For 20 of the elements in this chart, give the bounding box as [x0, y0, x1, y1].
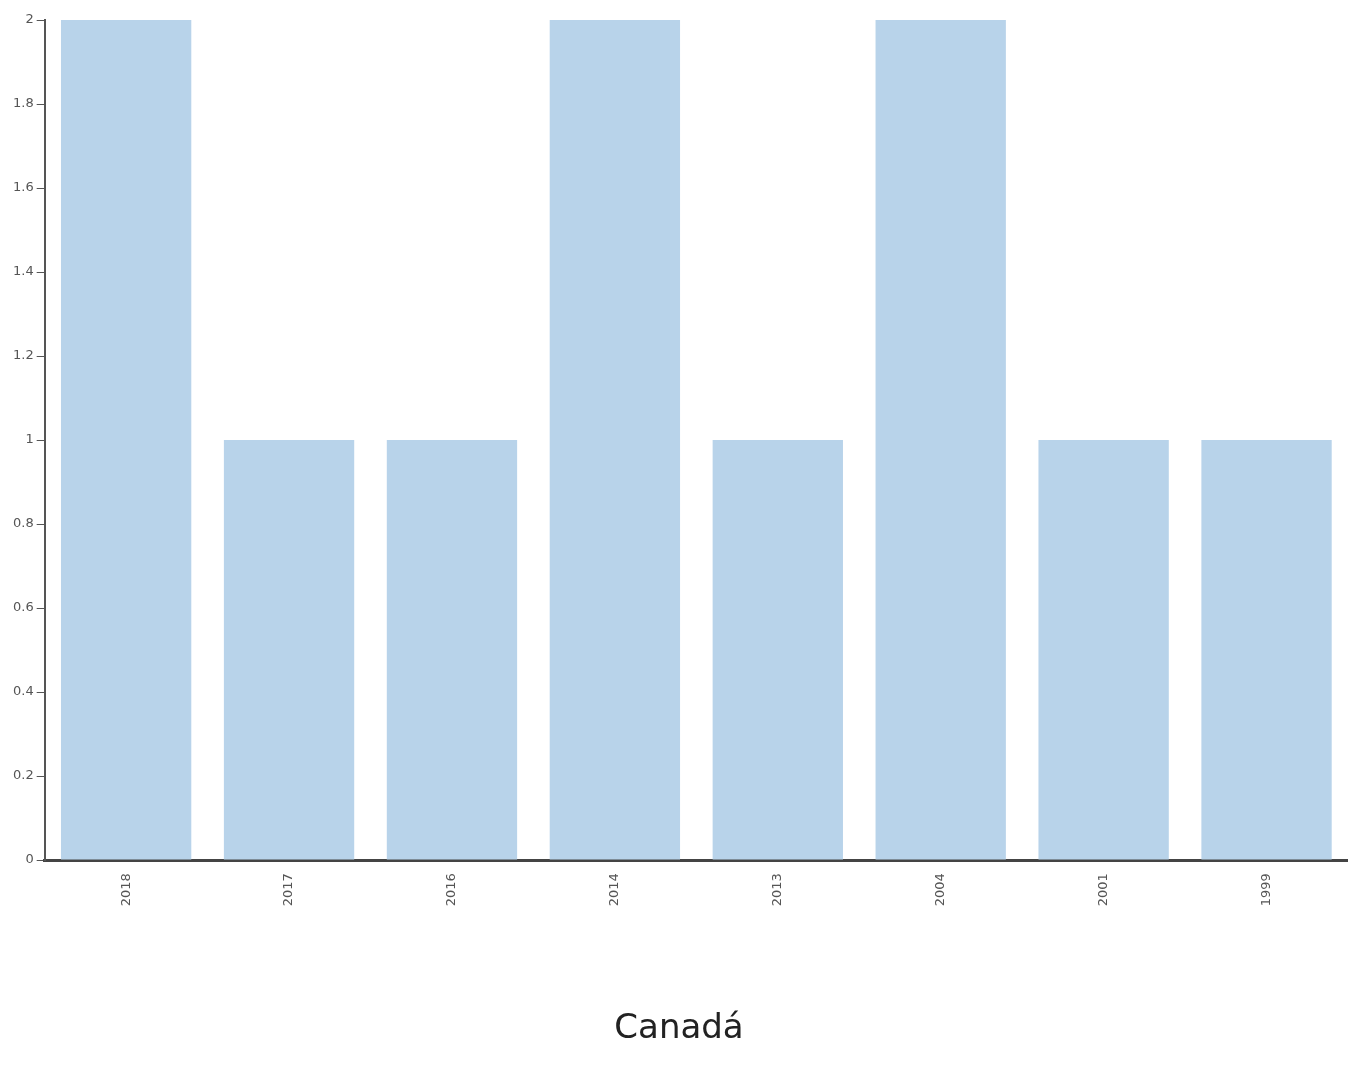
x-tick-label: 2017: [280, 873, 296, 907]
y-tick-label: 0: [25, 851, 34, 867]
y-tick-label: 1: [25, 431, 34, 447]
y-tick-label: 1.2: [12, 347, 34, 363]
y-tick-label: 2: [25, 11, 34, 27]
x-tick-label: 2016: [443, 873, 459, 907]
y-tick-label: 0.6: [12, 599, 34, 615]
x-tick-label: 2018: [117, 873, 133, 907]
y-tick-label: 1.6: [12, 179, 34, 195]
x-tick-label: 2013: [769, 873, 785, 907]
y-tick-label: 0.2: [12, 767, 34, 783]
y-tick-label: 1.4: [12, 263, 34, 279]
x-tick-label: 2001: [1095, 873, 1110, 907]
y-tick-label: 1.8: [12, 95, 34, 111]
text: Canadá: [614, 1006, 744, 1047]
x-tick-label: 2014: [606, 873, 622, 907]
x-tick-label: 2004: [932, 873, 948, 907]
x-tick-label: 1999: [1257, 873, 1273, 907]
y-tick-label: 0.4: [12, 683, 34, 699]
y-tick-label: 0.8: [12, 515, 34, 531]
